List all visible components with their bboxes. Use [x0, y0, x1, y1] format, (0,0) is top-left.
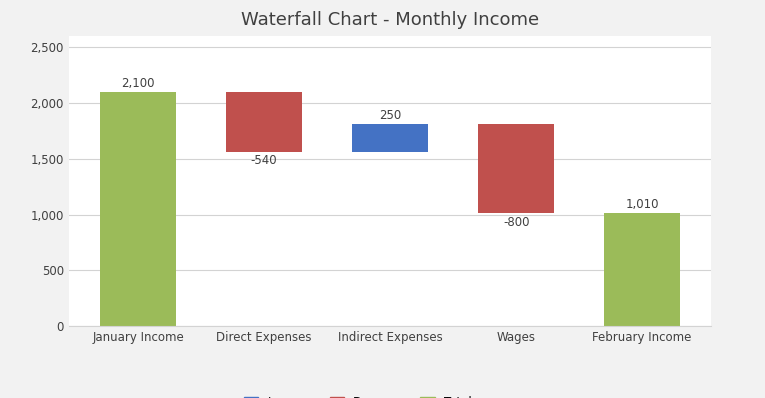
Text: 1,010: 1,010: [626, 199, 659, 211]
Text: 250: 250: [379, 109, 402, 122]
Legend: Increase, Decrease, Total: Increase, Decrease, Total: [239, 391, 477, 398]
Bar: [100, 92, 176, 326]
Bar: [353, 124, 428, 152]
Text: -540: -540: [251, 154, 278, 167]
Text: -800: -800: [503, 215, 529, 228]
Bar: [604, 213, 680, 326]
Text: 2,100: 2,100: [122, 77, 155, 90]
Bar: [478, 124, 554, 213]
Title: Waterfall Chart - Monthly Income: Waterfall Chart - Monthly Income: [241, 11, 539, 29]
Bar: [226, 92, 302, 152]
